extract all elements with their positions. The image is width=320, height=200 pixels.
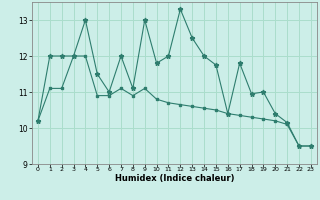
X-axis label: Humidex (Indice chaleur): Humidex (Indice chaleur) — [115, 174, 234, 183]
